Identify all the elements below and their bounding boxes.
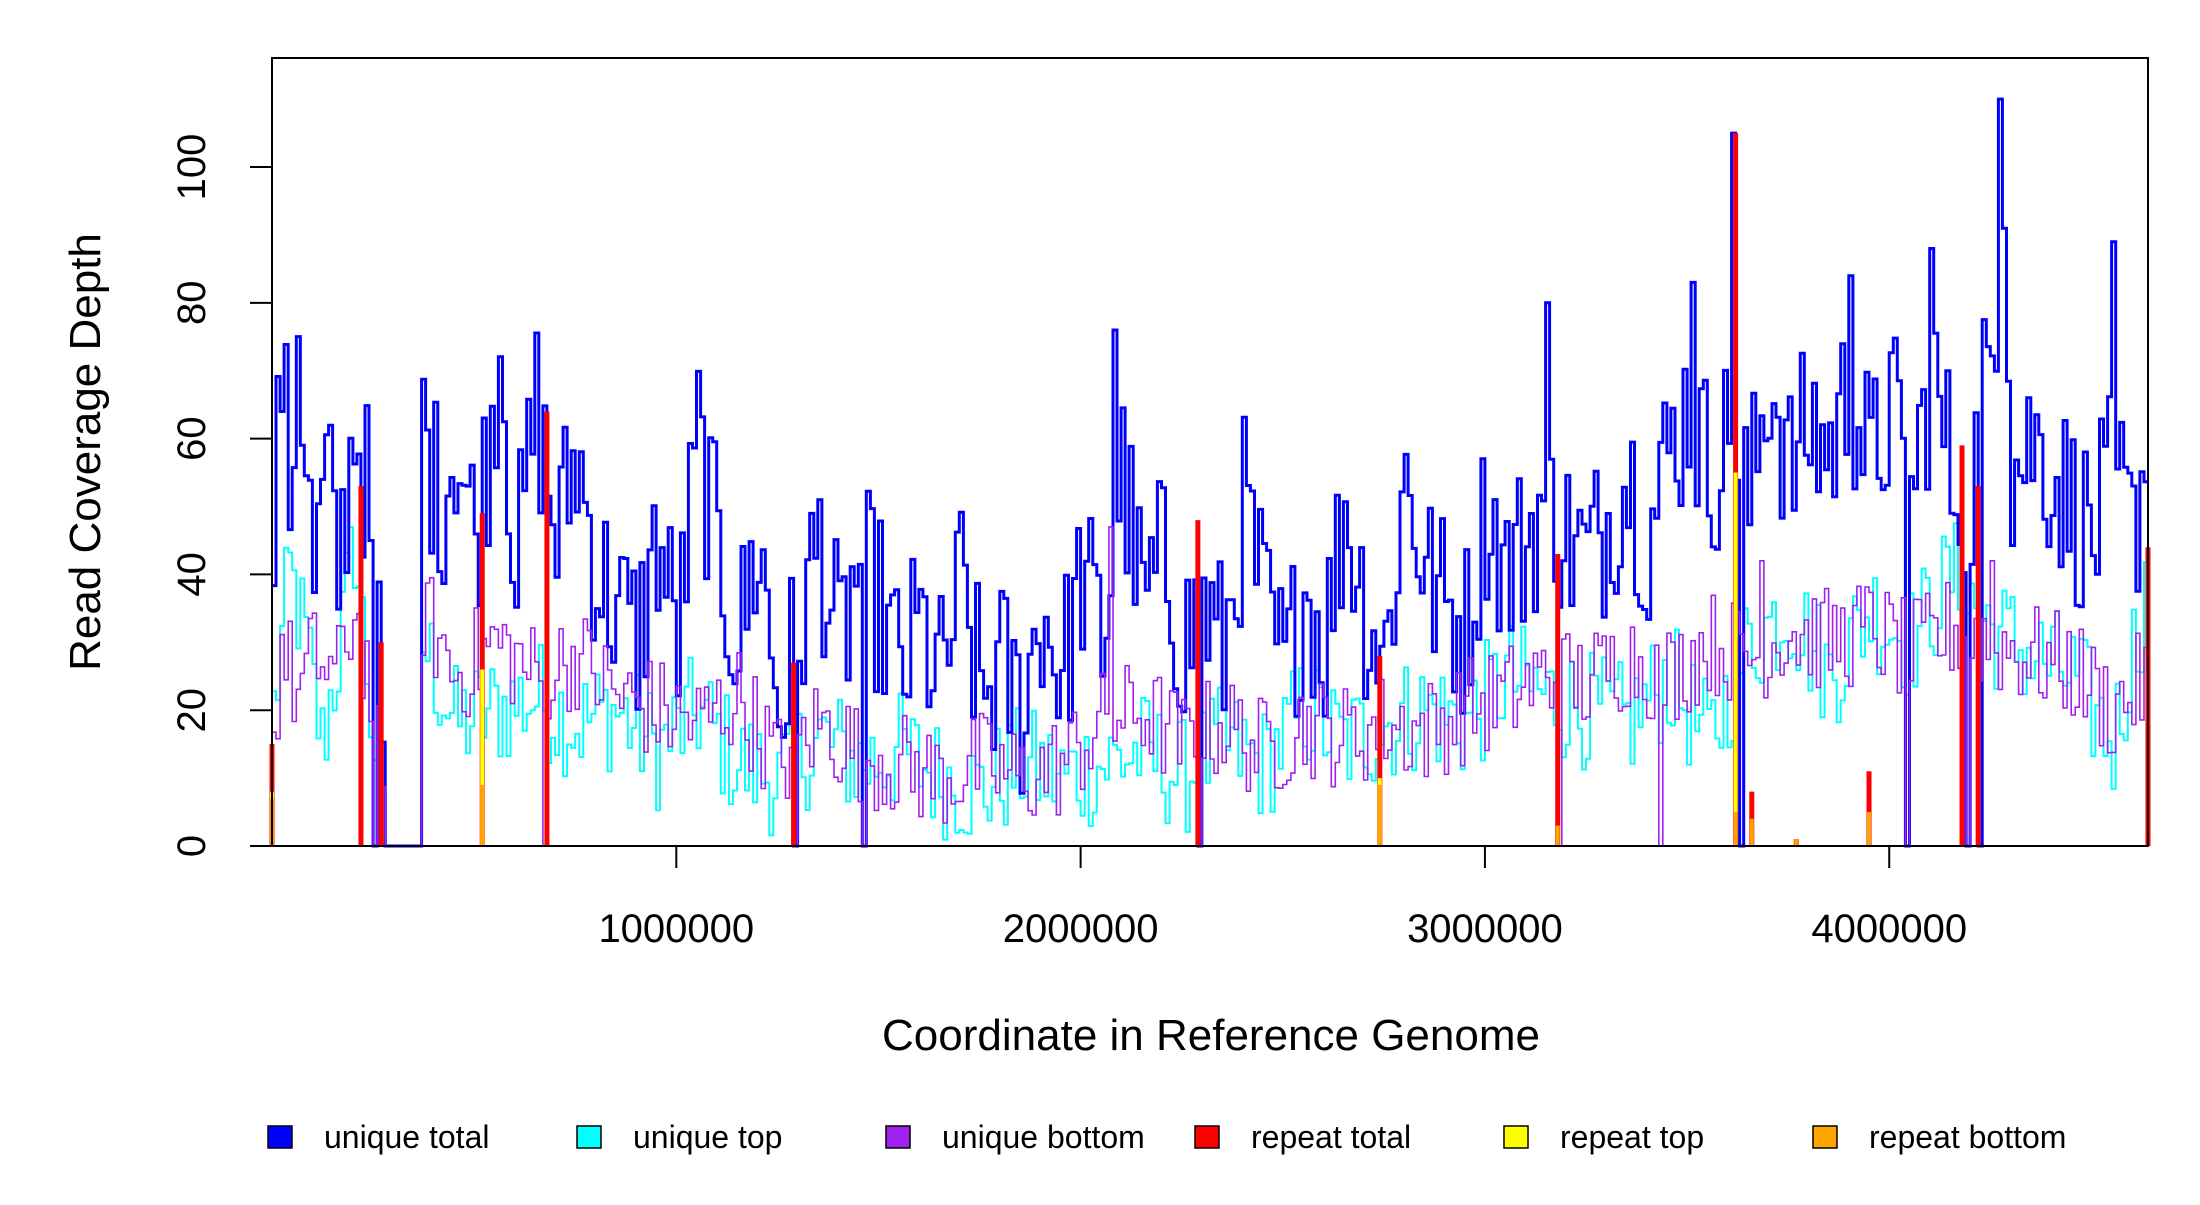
- legend-swatch-5: [1812, 1125, 1838, 1149]
- y-tick-label-4: 80: [170, 281, 214, 326]
- y-tick-label-1: 20: [170, 688, 214, 733]
- legend-label-2: unique bottom: [942, 1119, 1145, 1155]
- plot-area: [269, 97, 2151, 848]
- y-tick-label-0: 0: [170, 835, 214, 857]
- y-axis: 0 20 40 60 80 100: [170, 134, 272, 857]
- x-tick-label-0: 1000000: [598, 907, 754, 951]
- x-tick-label-2: 3000000: [1407, 907, 1563, 951]
- x-tick-label-1: 2000000: [1003, 907, 1159, 951]
- y-tick-label-3: 60: [170, 416, 214, 461]
- legend-swatch-1: [576, 1125, 602, 1149]
- legend-label-4: repeat top: [1560, 1119, 1704, 1155]
- legend-swatch-0: [267, 1125, 293, 1149]
- series-unique-top-line: [272, 522, 2148, 847]
- series-unique-total-line: [272, 97, 2148, 848]
- legend: unique total unique top unique bottom repea…: [267, 1119, 2066, 1155]
- x-axis-title: Coordinate in Reference Genome: [882, 1011, 1540, 1060]
- x-axis: 1000000 2000000 3000000 4000000: [598, 846, 1967, 951]
- series-unique-bottom-line: [272, 526, 2148, 847]
- legend-label-3: repeat total: [1251, 1119, 1411, 1155]
- legend-label-0: unique total: [324, 1119, 489, 1155]
- legend-swatch-2: [885, 1125, 911, 1149]
- x-tick-label-3: 4000000: [1811, 907, 1967, 951]
- y-tick-label-5: 100: [170, 134, 214, 201]
- legend-swatch-4: [1503, 1125, 1529, 1149]
- legend-label-5: repeat bottom: [1869, 1119, 2066, 1155]
- legend-label-1: unique top: [633, 1119, 782, 1155]
- y-tick-label-2: 40: [170, 552, 214, 597]
- plot-frame: [271, 57, 2149, 847]
- y-axis-title: Read Coverage Depth: [61, 233, 110, 671]
- legend-swatch-3: [1194, 1125, 1220, 1149]
